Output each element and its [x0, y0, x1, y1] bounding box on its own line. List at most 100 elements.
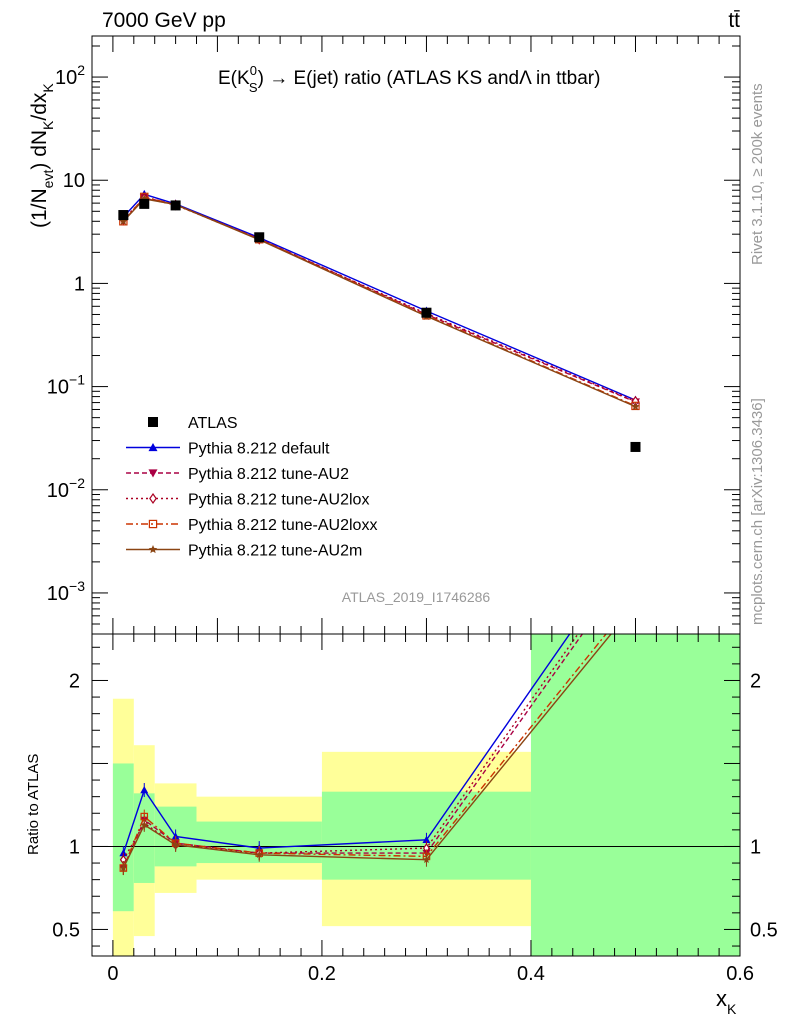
ratio-point-default [631, 535, 639, 542]
ratio-point-au2m [255, 850, 264, 858]
title-pre: E(K [218, 68, 250, 89]
main-point-au2m [631, 402, 640, 411]
legend-label-au2lox: Pythia 8.212 tune-AU2lox [188, 492, 369, 509]
ratio-x-ticks: 0 0.2 0.4 0.6 [107, 634, 754, 985]
legend-label-au2: Pythia 8.212 tune-AU2 [188, 466, 349, 483]
main-atlas-points [118, 198, 641, 452]
ratio-x-tick-label: 0.6 [726, 963, 754, 985]
atlas-point [254, 232, 265, 243]
main-y-tick-label: 10−3 [47, 578, 85, 605]
ylabel-sub1: evt [40, 170, 56, 189]
xlabel-a: x [716, 986, 727, 1011]
ratio-y-ticks: 0.5 0.5 1 1 2 2 [52, 646, 778, 947]
main-y-tick-label: 10−1 [47, 372, 85, 399]
atlas-point [630, 441, 641, 452]
ratio-y-tick-label-right: 1 [750, 836, 761, 858]
main-y-label: (1/Nevt) dNK/dxK [28, 83, 56, 228]
main-line-au2lox [122, 197, 636, 402]
ratio-point-au2loxx [632, 594, 638, 600]
main-y-tick-label: 102 [55, 62, 85, 89]
main-y-tick-base: 10 [47, 583, 69, 605]
mcplots-label: mcplots.cern.ch [arXiv:1306.3436] [749, 398, 766, 625]
main-y-tick-exp: −2 [69, 475, 85, 491]
main-y-tick-exp: −3 [69, 578, 85, 594]
ratio-point-au2m [632, 600, 640, 607]
ratio-y-tick-label-left: 0.5 [52, 919, 80, 941]
main-y-tick-base: 10 [47, 377, 69, 399]
ratio-line-au2lox [122, 634, 579, 861]
process-label: tt̄ [728, 9, 740, 32]
ratio-band-inner [112, 763, 134, 912]
main-y-tick-label: 10−2 [47, 475, 85, 502]
main-y-tick-base: 10 [55, 67, 77, 89]
xlabel-sub: K [727, 1001, 737, 1017]
ratio-y-tick-label-left: 1 [69, 836, 80, 858]
ylabel-sub2: K [40, 120, 56, 130]
ratio-y-tick-label-right: 0.5 [750, 919, 778, 941]
legend-label-au2loxx: Pythia 8.212 tune-AU2loxx [188, 517, 377, 534]
legend-marker-default [148, 443, 158, 452]
ratio-bands [112, 634, 740, 956]
ratio-panel: 0.5 0.5 1 1 2 2 0 0.2 0.4 0.6 Ratio to ATLAS xK [25, 535, 778, 1017]
ylabel-c: /dx [28, 92, 51, 121]
legend-marker-au2m [148, 545, 158, 554]
legend-marker-au2lox [149, 492, 157, 505]
main-point-au2m [119, 216, 128, 225]
ratio-x-tick-label: 0 [107, 963, 118, 985]
title-sup: 0 [250, 63, 257, 78]
main-line-au2 [122, 196, 636, 403]
legend-marker-au2loxx [148, 519, 158, 529]
ratio-point-au2m [171, 840, 180, 849]
ratio-point-au2m [119, 864, 128, 872]
atlas-point [421, 307, 432, 318]
atlas-point [170, 200, 181, 211]
ratio-point-au2 [631, 556, 639, 563]
ratio-line-au2m [122, 634, 612, 869]
ylabel-sub3: K [40, 83, 56, 93]
ratio-point-default [140, 786, 149, 794]
analysis-watermark: ATLAS_2019_I1746286 [342, 589, 491, 605]
chart-title: E(K0 S) → E(jet) ratio (ATLAS KS andΛ in … [218, 63, 600, 95]
ratio-line-default [122, 634, 571, 854]
rivet-version-label: Rivet 3.1.10, ≥ 200k events [749, 83, 766, 265]
ratio-point-au2lox [633, 549, 639, 557]
legend-label-default: Pythia 8.212 default [188, 441, 330, 458]
ratio-point-au2m [422, 855, 431, 863]
ratio-point-default [422, 835, 431, 844]
ratio-y-tick-label-left: 2 [69, 670, 80, 692]
main-line-au2loxx [122, 196, 636, 407]
ylabel-b: ) dN [28, 130, 51, 170]
main-y-tick-base: 10 [47, 480, 69, 502]
legend: ATLAS Pythia 8.212 default Pythia 8.212 tu… [126, 415, 377, 560]
main-x-ticks [112, 36, 741, 634]
ratio-band-inner [530, 634, 740, 956]
ratio-x-tick-label: 0.2 [308, 963, 336, 985]
main-y-tick-exp: 2 [77, 62, 85, 78]
ratio-point-default [119, 849, 128, 857]
ratio-line-au2loxx [122, 634, 607, 869]
legend-label-atlas: ATLAS [188, 415, 238, 432]
title-post: ) → E(jet) ratio (ATLAS KS andΛ in ttbar… [258, 68, 601, 89]
ylabel-a: (1/N [28, 188, 51, 228]
ratio-point-default [171, 832, 180, 840]
legend-label-au2m: Pythia 8.212 tune-AU2m [188, 543, 362, 560]
ratio-frame [91, 633, 741, 957]
main-y-tick-exp: −1 [69, 372, 85, 388]
ratio-series-layer [119, 535, 640, 876]
main-y-tick-label: 10 [63, 170, 85, 192]
energy-label: 7000 GeV pp [102, 9, 226, 32]
ratio-point-au2m [140, 820, 149, 829]
atlas-point [118, 210, 129, 221]
main-y-tick-label: 1 [74, 273, 85, 295]
main-line-au2m [122, 198, 636, 408]
ratio-band-inner [133, 793, 155, 883]
legend-marker-au2 [148, 469, 158, 478]
title-sub: S [249, 80, 258, 95]
atlas-point [139, 198, 150, 209]
ratio-y-tick-label-right: 2 [750, 670, 761, 692]
legend-marker-atlas [148, 417, 158, 427]
main-series-layer [118, 189, 640, 411]
